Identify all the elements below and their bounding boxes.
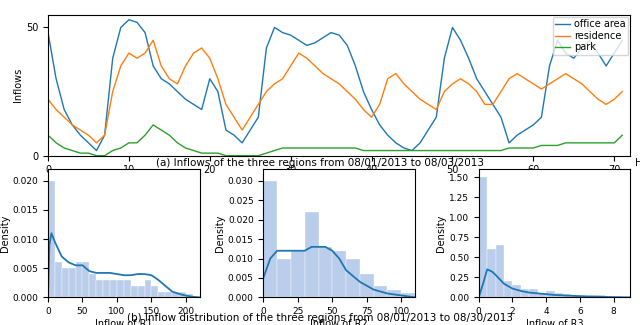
residence [618,90,626,94]
residence [93,141,100,145]
Bar [555,293,563,297]
park [384,149,392,152]
residence [586,90,594,94]
Bar [83,262,90,297]
Text: (b) Inflow distribution of the three regions from 08/01/2013 to 08/30/2013: (b) Inflow distribution of the three reg… [127,313,513,323]
X-axis label: Inflow of R2: Inflow of R2 [310,319,368,325]
Bar [165,292,172,297]
park [255,154,262,158]
Bar [264,181,277,297]
residence [133,56,141,60]
Bar [158,292,165,297]
Bar [90,274,96,297]
park [149,123,157,127]
Line: park: park [48,125,622,156]
Bar [346,258,360,297]
Bar [76,262,83,297]
residence [424,102,432,106]
Bar [563,294,572,297]
office area [93,149,100,152]
Bar [529,289,538,297]
Bar [614,296,622,297]
Bar [495,245,504,297]
Bar [124,280,131,297]
Bar [487,249,495,297]
office area [125,18,132,22]
Bar [360,274,374,297]
Bar [305,212,319,297]
Bar [521,289,529,297]
park [133,141,141,145]
office area [424,128,432,132]
Legend: office area, residence, park: office area, residence, park [552,17,628,55]
Bar [319,247,332,297]
Bar [504,281,513,297]
Bar [103,280,110,297]
Bar [145,280,152,297]
Bar [117,280,124,297]
office area [384,133,392,137]
Bar [277,258,291,297]
Bar [179,292,186,297]
office area [44,31,52,34]
Bar [172,292,179,297]
office area [141,31,149,34]
Bar [186,294,193,297]
office area [618,38,626,42]
park [44,133,52,137]
X-axis label: Inflow of R1: Inflow of R1 [95,319,153,325]
park [93,154,100,158]
Bar [387,290,401,297]
Bar [55,262,62,297]
Line: office area: office area [48,20,622,150]
Bar [152,286,158,297]
Bar [374,286,387,297]
Bar [596,295,605,297]
Bar [513,285,521,297]
Bar [538,292,546,297]
Text: (a) Inflows of the three regions from 08/01/2013 to 08/03/2013: (a) Inflows of the three regions from 08… [156,158,484,168]
Bar [110,280,117,297]
Bar [588,295,596,297]
office area [255,115,262,119]
Bar [291,251,305,297]
Y-axis label: Density: Density [436,214,446,252]
Bar [572,295,580,297]
Y-axis label: Inflows: Inflows [13,68,23,102]
Bar [68,268,76,297]
Y-axis label: Density: Density [0,214,10,252]
Bar [580,295,588,297]
Text: Hour: Hour [635,159,640,168]
residence [384,77,392,81]
office area [586,38,594,42]
residence [149,38,157,42]
Bar [332,251,346,297]
X-axis label: Inflow of R3: Inflow of R3 [525,319,584,325]
park [618,133,626,137]
Line: residence: residence [48,40,622,143]
Bar [479,177,487,297]
Y-axis label: Density: Density [215,214,225,252]
park [449,149,456,152]
residence [255,102,262,106]
Bar [131,286,138,297]
Bar [96,280,103,297]
Bar [401,293,415,297]
Bar [62,268,68,297]
residence [44,97,52,101]
Bar [605,296,614,297]
residence [449,82,456,86]
Bar [138,286,145,297]
park [586,141,594,145]
Bar [48,181,55,297]
Bar [546,291,555,297]
office area [449,25,456,29]
park [424,149,432,152]
